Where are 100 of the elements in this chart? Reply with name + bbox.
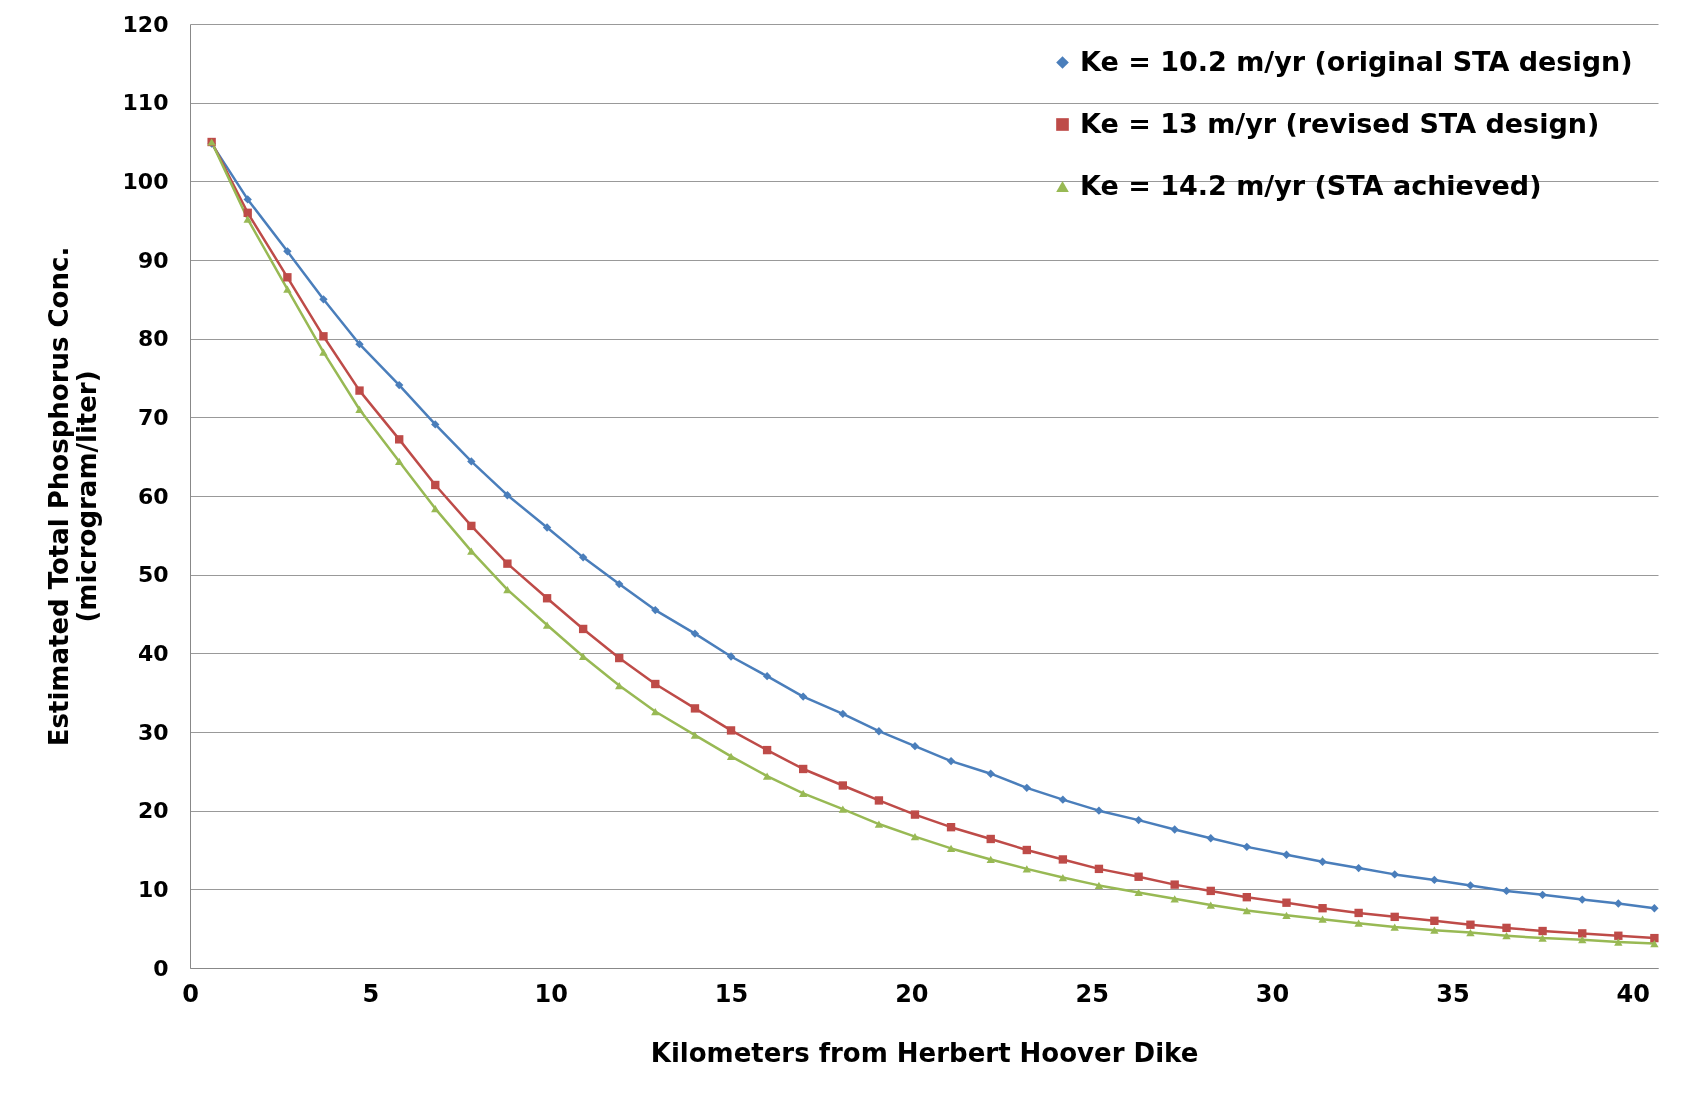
point (910, 833, 920, 841)
point (1466, 928, 1475, 937)
point (1578, 929, 1587, 938)
point (1282, 911, 1291, 919)
point (1206, 834, 1215, 843)
point (431, 480, 440, 490)
point (615, 579, 624, 589)
point (762, 745, 772, 755)
point (762, 772, 772, 780)
point (542, 594, 552, 603)
x-tick-label: 30 (1255, 979, 1290, 1008)
x-tick-label: 0 (182, 979, 199, 1008)
point (615, 653, 624, 663)
point (1206, 886, 1215, 896)
point (1650, 904, 1659, 913)
point (467, 457, 476, 466)
point (1538, 890, 1547, 900)
point (1538, 934, 1547, 942)
point (243, 215, 252, 223)
point (1134, 815, 1143, 825)
y-tick-label: 30 (137, 719, 169, 745)
point (503, 559, 512, 568)
point (798, 764, 808, 774)
point (243, 208, 252, 217)
y-tick-label: 70 (137, 404, 169, 430)
point (578, 624, 588, 634)
point (395, 435, 404, 444)
y-tick-label: 60 (137, 483, 169, 509)
point (1058, 873, 1068, 882)
point (1242, 842, 1251, 852)
point (986, 834, 995, 844)
point (1058, 795, 1068, 804)
point (1578, 895, 1587, 904)
point (1390, 923, 1399, 931)
point (1502, 886, 1511, 896)
point (1170, 895, 1179, 903)
point (1354, 919, 1363, 927)
point (1318, 904, 1327, 913)
x-axis-title: Kilometers from Herbert Hoover Dike (650, 1037, 1199, 1068)
point (1282, 850, 1291, 859)
point (503, 585, 512, 594)
point (1318, 915, 1327, 923)
point (986, 855, 995, 864)
y-axis-title: Estimated Total Phosphorus Conc. (microgram/liter) (43, 246, 102, 747)
point (1614, 899, 1623, 908)
point (1614, 931, 1623, 940)
y-tick-label: 110 (122, 90, 169, 116)
y-tick-label: 90 (137, 247, 169, 273)
point (431, 504, 440, 513)
point (910, 810, 920, 819)
point (726, 652, 736, 661)
point (1466, 920, 1475, 929)
legend-label: Ke = 14.2 m/yr (STA achieved) (1080, 169, 1542, 201)
point (838, 805, 848, 813)
point (1282, 898, 1291, 907)
legend-label: Ke = 10.2 m/yr (original STA design) (1080, 45, 1633, 77)
point (1134, 888, 1143, 897)
point (1094, 881, 1104, 890)
point (946, 823, 956, 832)
point (1430, 875, 1439, 885)
point (283, 285, 292, 293)
point (798, 789, 808, 797)
x-tick-label: 35 (1436, 979, 1470, 1008)
point (319, 348, 328, 356)
point (690, 731, 700, 739)
point (395, 457, 404, 466)
point (1058, 855, 1068, 864)
y-tick-label: 0 (153, 955, 169, 981)
point (762, 671, 772, 681)
x-tick-label: 15 (714, 979, 749, 1008)
point (910, 741, 920, 751)
y-tick-label: 80 (137, 326, 169, 352)
point (690, 629, 700, 638)
point (1170, 825, 1179, 834)
point (1022, 865, 1031, 873)
x-tick-label: 25 (1075, 979, 1109, 1008)
point (946, 844, 956, 853)
x-tick-label: 20 (895, 979, 929, 1008)
point (243, 195, 252, 204)
point (319, 332, 328, 341)
y-tick-label: 10 (137, 876, 169, 902)
point (503, 491, 512, 500)
y-tick-label: 20 (137, 798, 169, 824)
point (1354, 908, 1363, 918)
point (319, 295, 328, 304)
point (946, 756, 956, 766)
point (838, 781, 848, 790)
y-tick-label: 40 (137, 640, 169, 666)
point (283, 273, 292, 282)
point (651, 679, 660, 689)
point (1318, 857, 1327, 866)
point (690, 704, 700, 713)
x-tick-label: 40 (1616, 979, 1650, 1008)
point (798, 692, 808, 701)
point (467, 521, 476, 531)
point (874, 820, 884, 828)
point (986, 769, 995, 778)
point (874, 727, 884, 736)
point (1094, 864, 1104, 874)
point (1614, 938, 1623, 946)
